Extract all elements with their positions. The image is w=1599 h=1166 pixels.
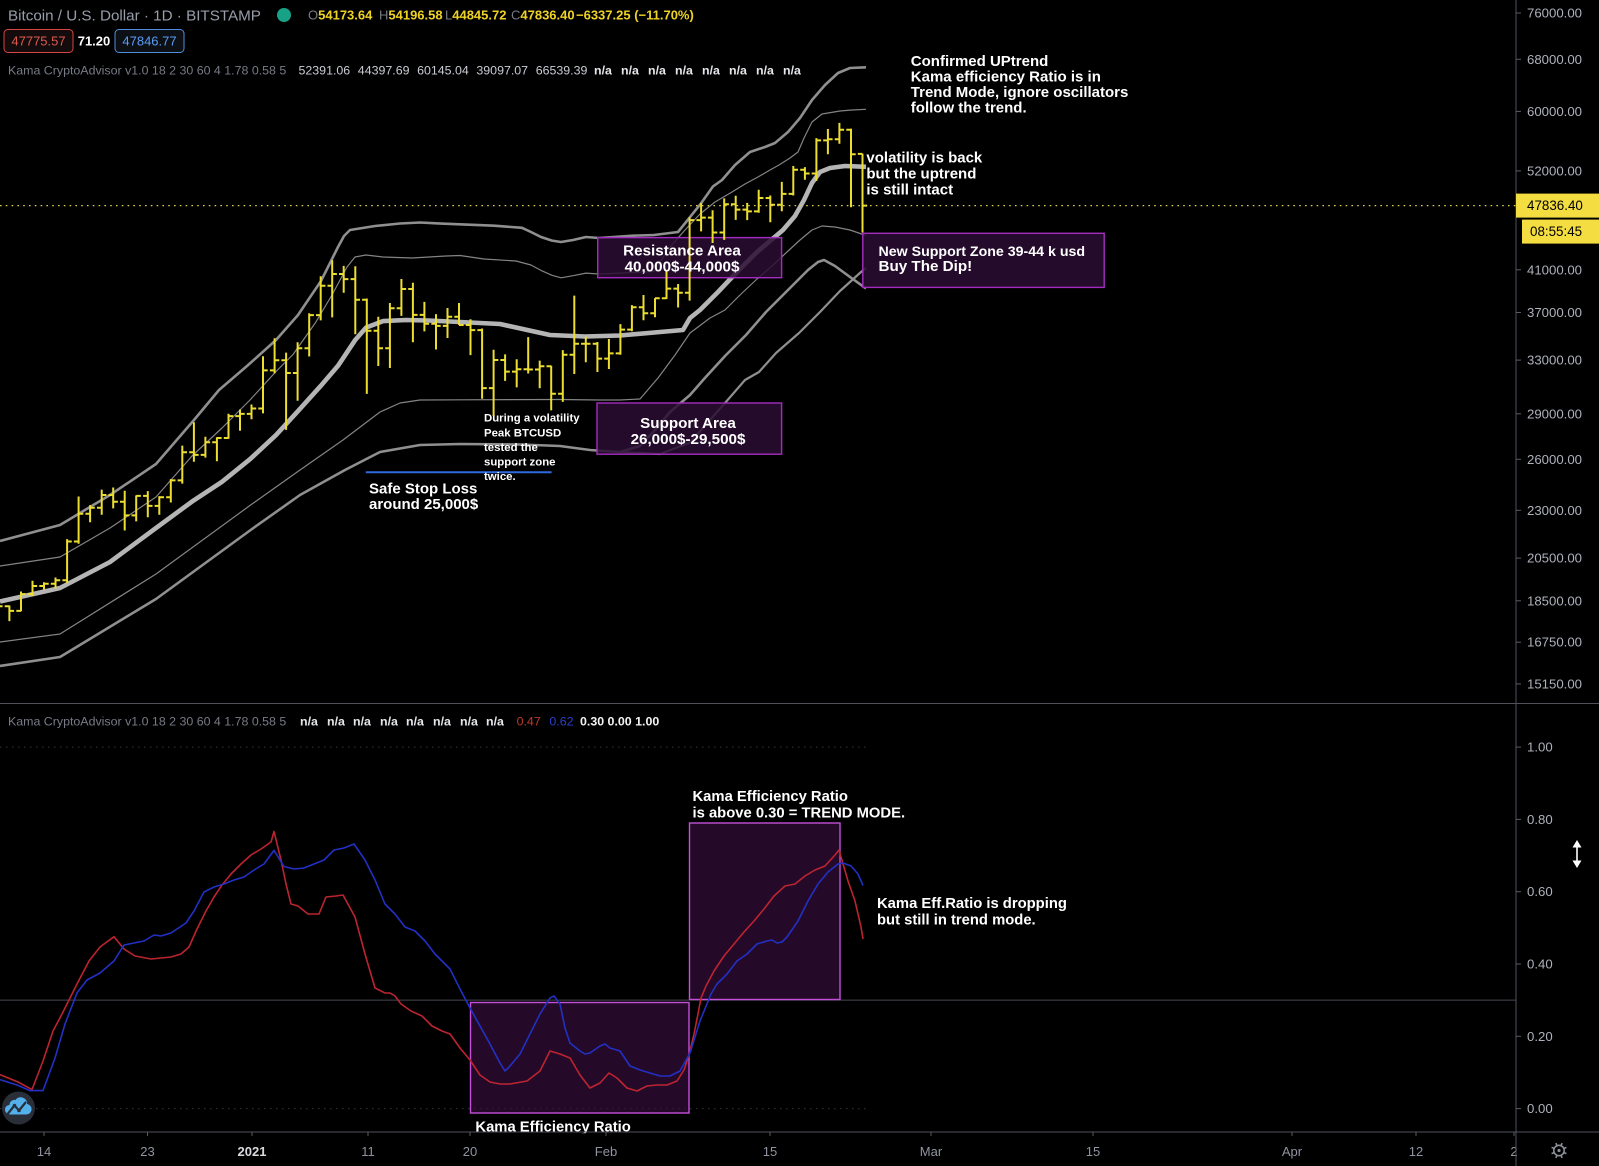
svg-text:Bitcoin / U.S. Dollar · 1D · B: Bitcoin / U.S. Dollar · 1D · BITSTAMP xyxy=(8,8,261,25)
svg-text:During a volatility: During a volatility xyxy=(484,413,580,425)
svg-text:Kama Eff.Ratio is dropping: Kama Eff.Ratio is dropping xyxy=(877,896,1067,912)
svg-text:−6337.25 (−11.70%): −6337.25 (−11.70%) xyxy=(576,8,694,23)
svg-text:52000.00: 52000.00 xyxy=(1527,163,1582,178)
svg-text:Resistance Area: Resistance Area xyxy=(623,242,741,259)
svg-text:26,000$-29,500$: 26,000$-29,500$ xyxy=(631,431,746,448)
svg-text:Apr: Apr xyxy=(1282,1144,1303,1159)
svg-text:1.00: 1.00 xyxy=(1527,740,1553,755)
svg-text:33000.00: 33000.00 xyxy=(1527,353,1582,368)
svg-text:n/an/an/an/an/an/an/an/a: n/a n/a n/a n/a n/a n/a n/a n/a xyxy=(594,64,801,78)
svg-text:volatility is back: volatility is back xyxy=(866,149,983,166)
svg-text:41000.00: 41000.00 xyxy=(1527,262,1582,277)
svg-text:15: 15 xyxy=(763,1144,777,1159)
svg-text:support zone: support zone xyxy=(484,457,556,469)
svg-text:71.20: 71.20 xyxy=(78,34,111,49)
svg-text:47836.40: 47836.40 xyxy=(1527,198,1583,213)
svg-text:2021: 2021 xyxy=(238,1144,267,1159)
svg-text:Peak BTCUSD: Peak BTCUSD xyxy=(484,427,561,439)
svg-text:Kama CryptoAdvisor v1.0 18 2 3: Kama CryptoAdvisor v1.0 18 2 30 60 4 1.7… xyxy=(8,715,286,729)
svg-text:Kama Efficiency Ratio: Kama Efficiency Ratio xyxy=(475,1120,630,1136)
svg-text:Confirmed UPtrend: Confirmed UPtrend xyxy=(911,53,1049,70)
svg-text:0.62: 0.62 xyxy=(549,715,573,729)
svg-text:60000.00: 60000.00 xyxy=(1527,104,1582,119)
svg-text:18500.00: 18500.00 xyxy=(1527,593,1582,608)
svg-text:but the uptrend: but the uptrend xyxy=(866,166,976,183)
svg-text:0.80: 0.80 xyxy=(1527,812,1553,827)
svg-text:08:55:45: 08:55:45 xyxy=(1530,224,1582,239)
svg-text:Buy The Dip!: Buy The Dip! xyxy=(879,258,973,275)
svg-text:tested the: tested the xyxy=(484,442,538,454)
svg-text:is still intact: is still intact xyxy=(866,182,953,199)
svg-text:O54173.64: O54173.64 xyxy=(308,8,373,23)
svg-text:12: 12 xyxy=(1409,1144,1423,1159)
svg-text:Kama CryptoAdvisor v1.0 18 2 3: Kama CryptoAdvisor v1.0 18 2 30 60 4 1.7… xyxy=(8,64,286,78)
svg-text:H54196.58: H54196.58 xyxy=(379,8,443,23)
svg-text:Mar: Mar xyxy=(920,1144,943,1159)
svg-text:New Support Zone 39-44 k usd: New Support Zone 39-44 k usd xyxy=(879,244,1086,260)
svg-text:Feb: Feb xyxy=(595,1144,617,1159)
svg-text:0.60: 0.60 xyxy=(1527,884,1553,899)
svg-text:0.47: 0.47 xyxy=(517,715,541,729)
svg-text:n/an/an/an/an/an/an/an/a: n/a n/a n/a n/a n/a n/a n/a n/a xyxy=(300,715,504,729)
svg-text:L44845.72: L44845.72 xyxy=(445,8,506,23)
svg-text:around 25,000$: around 25,000$ xyxy=(369,496,479,513)
svg-text:2: 2 xyxy=(1510,1144,1517,1159)
svg-text:47846.77: 47846.77 xyxy=(122,34,176,49)
svg-text:29000.00: 29000.00 xyxy=(1527,406,1582,421)
svg-text:0.20: 0.20 xyxy=(1527,1029,1553,1044)
svg-text:20: 20 xyxy=(463,1144,477,1159)
svg-text:0.30 0.00 1.00: 0.30 0.00 1.00 xyxy=(580,715,659,729)
svg-text:Kama Efficiency Ratio: Kama Efficiency Ratio xyxy=(693,789,848,805)
svg-text:0.40: 0.40 xyxy=(1527,957,1553,972)
svg-text:23: 23 xyxy=(140,1144,154,1159)
svg-text:follow the trend.: follow the trend. xyxy=(911,100,1027,117)
svg-text:15: 15 xyxy=(1086,1144,1100,1159)
svg-text:37000.00: 37000.00 xyxy=(1527,305,1582,320)
svg-text:Kama efficiency Ratio is in: Kama efficiency Ratio is in xyxy=(911,68,1101,85)
svg-text:Support Area: Support Area xyxy=(640,415,736,432)
svg-text:Trend Mode, ignore oscillators: Trend Mode, ignore oscillators xyxy=(911,84,1129,101)
svg-text:14: 14 xyxy=(37,1144,51,1159)
svg-text:Safe Stop Loss: Safe Stop Loss xyxy=(369,480,477,497)
svg-text:11: 11 xyxy=(361,1144,375,1159)
svg-text:is above 0.30 = TREND MODE.: is above 0.30 = TREND MODE. xyxy=(693,806,906,822)
svg-text:16750.00: 16750.00 xyxy=(1527,635,1582,650)
svg-text:68000.00: 68000.00 xyxy=(1527,52,1582,67)
svg-text:0.00: 0.00 xyxy=(1527,1101,1553,1116)
svg-text:20500.00: 20500.00 xyxy=(1527,551,1582,566)
svg-text:15150.00: 15150.00 xyxy=(1527,676,1582,691)
svg-text:40,000$-44,000$: 40,000$-44,000$ xyxy=(625,259,740,276)
svg-text:47775.57: 47775.57 xyxy=(11,34,65,49)
svg-text:but still in trend mode.: but still in trend mode. xyxy=(877,912,1036,928)
svg-text:26000.00: 26000.00 xyxy=(1527,452,1582,467)
svg-text:C47836.40: C47836.40 xyxy=(511,8,575,23)
svg-text:76000.00: 76000.00 xyxy=(1527,6,1582,21)
svg-text:twice.: twice. xyxy=(484,471,516,483)
svg-text:23000.00: 23000.00 xyxy=(1527,503,1582,518)
